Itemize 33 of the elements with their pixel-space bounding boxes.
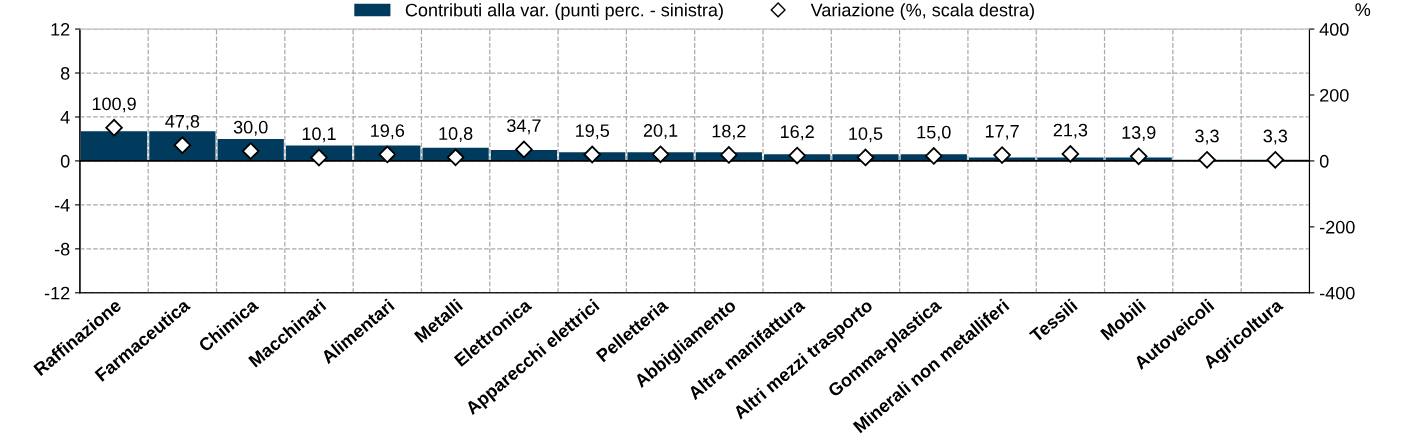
data-label: 18,2 <box>712 124 746 140</box>
y2-axis-title: % <box>1355 3 1371 16</box>
data-label: 3,3 <box>1195 129 1219 145</box>
data-label: 100,9 <box>92 97 136 113</box>
data-label: 19,6 <box>371 124 405 140</box>
data-label: 34,7 <box>507 119 541 135</box>
data-label: 10,5 <box>849 127 883 143</box>
data-label: 47,8 <box>165 114 200 130</box>
data-label: 3,3 <box>1263 129 1288 145</box>
data-label: 21,3 <box>1053 123 1088 139</box>
data-label: 16,2 <box>780 125 814 141</box>
data-label: 30,0 <box>233 120 268 136</box>
y2-tick-label: -200 <box>1319 220 1355 234</box>
data-label: 15,0 <box>917 125 951 141</box>
y-tick-label: 4 <box>60 111 70 124</box>
y-tick-label: -4 <box>54 199 70 212</box>
y2-tick-label: -400 <box>1319 286 1355 300</box>
data-label: 20,1 <box>643 124 678 139</box>
data-label: 13,9 <box>1122 126 1156 142</box>
legend-label: Contributi alla var. (punti perc. - sinistra) <box>405 3 723 21</box>
y-tick-label: -8 <box>54 242 70 256</box>
data-label: 10,8 <box>439 127 473 143</box>
data-label: 19,5 <box>576 124 610 140</box>
y2-tick-label: 400 <box>1319 22 1349 36</box>
y-tick-label: 0 <box>60 154 70 168</box>
y2-tick-label: 200 <box>1320 88 1349 102</box>
legend-label: Variazione (%, scala destra) <box>810 3 1034 21</box>
y-tick-label: 8 <box>60 66 70 80</box>
y-tick-label: -12 <box>44 286 70 300</box>
y2-tick-label: 0 <box>1319 154 1329 168</box>
data-label: 17,7 <box>985 125 1019 140</box>
data-label: 10,1 <box>302 127 336 143</box>
y-tick-label: 12 <box>51 22 70 36</box>
